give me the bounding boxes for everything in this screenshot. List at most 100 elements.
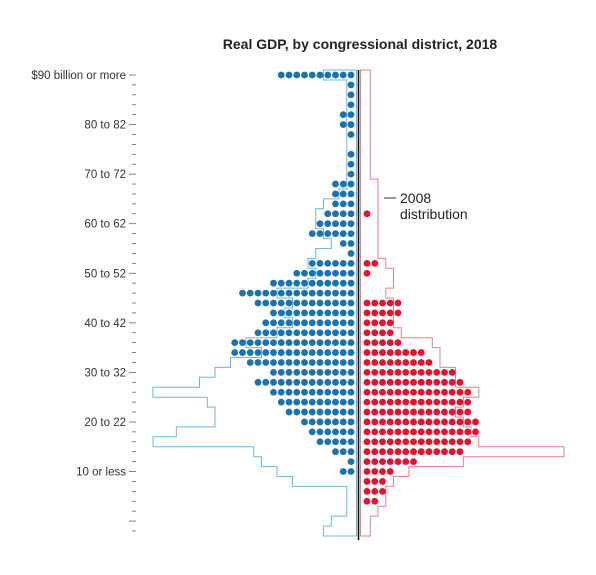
dot-right [402, 418, 410, 426]
dot-right [363, 408, 371, 416]
dot-left [301, 269, 308, 277]
dot-left [347, 111, 355, 119]
dot-left [231, 349, 239, 356]
dot-right [371, 438, 379, 446]
dot-left [339, 299, 347, 307]
dot-right [410, 349, 417, 356]
dot-left [246, 289, 254, 297]
dot-left [239, 339, 246, 347]
dot-right [379, 408, 386, 416]
dot-left [285, 368, 293, 376]
dot-left [270, 299, 277, 307]
dot-right [410, 378, 417, 386]
dot-left [277, 398, 285, 406]
dot-left [316, 269, 324, 277]
dot-left [285, 408, 293, 416]
dot-left [324, 378, 332, 386]
dot-right [379, 368, 386, 376]
dot-left [324, 220, 332, 228]
y-axis-tick-label: 50 to 52 [84, 268, 126, 280]
dot-left [301, 408, 308, 416]
dot-right [379, 398, 386, 406]
dot-left [347, 398, 355, 406]
dot-right [386, 339, 394, 347]
y-axis-tick-label: 80 to 82 [84, 120, 126, 132]
dot-left [339, 428, 347, 436]
dot-left [270, 368, 277, 376]
dot-left [270, 378, 277, 386]
dot-left [285, 349, 293, 356]
dot-left [301, 319, 308, 327]
dot-left [332, 408, 339, 416]
dot-right [417, 378, 425, 386]
dot-left [347, 160, 355, 168]
dot-right [402, 458, 410, 466]
dot-left [285, 359, 293, 366]
dot-right [394, 438, 402, 446]
dot-left [339, 269, 347, 277]
dot-right [394, 299, 402, 307]
dot-right [441, 438, 448, 446]
dot-left [347, 448, 355, 456]
dot-right [363, 319, 371, 327]
dot-left [308, 378, 316, 386]
dot-right [386, 329, 394, 337]
dot-right [379, 448, 386, 456]
dot-right [363, 329, 371, 337]
dot-left [316, 418, 324, 426]
dot-right [448, 438, 456, 446]
dot-right [448, 398, 456, 406]
dot-left [277, 359, 285, 366]
dot-left [324, 230, 332, 238]
dot-left [293, 269, 301, 277]
dot-right [371, 428, 379, 436]
dot-left [285, 378, 293, 386]
dot-right [394, 368, 402, 376]
dot-left [308, 339, 316, 347]
dot-left [347, 121, 355, 128]
dot-left [308, 428, 316, 436]
dot-left [347, 170, 355, 178]
dot-left [347, 71, 355, 79]
dot-right [394, 418, 402, 426]
dot-right [425, 378, 433, 386]
dot-left [339, 468, 347, 475]
y-axis-tick-label: 20 to 22 [84, 417, 126, 429]
dot-right [441, 448, 448, 456]
dot-right [379, 378, 386, 386]
dot-left [239, 289, 246, 297]
dot-right [371, 388, 379, 396]
dot-left [339, 121, 347, 128]
dot-right [386, 349, 394, 356]
dot-left [285, 309, 293, 317]
dot-left [277, 279, 285, 287]
dot-left [254, 289, 262, 297]
dot-right [456, 438, 464, 446]
dot-right [472, 428, 479, 436]
dot-left [332, 200, 339, 208]
dot-left [293, 368, 301, 376]
dot-right [394, 398, 402, 406]
dot-right [448, 408, 456, 416]
dot-right [441, 388, 448, 396]
dot-left [332, 418, 339, 426]
dot-left [332, 180, 339, 188]
dot-left [277, 309, 285, 317]
dot-right [410, 418, 417, 426]
dot-left [347, 408, 355, 416]
dot-left [316, 378, 324, 386]
dot-left [316, 329, 324, 337]
dot-right [425, 368, 433, 376]
dot-left [254, 349, 262, 356]
dot-left [301, 349, 308, 356]
dot-left [332, 339, 339, 347]
dot-left [277, 349, 285, 356]
dot-left [339, 289, 347, 297]
dot-left [316, 220, 324, 228]
dot-right [386, 299, 394, 307]
dot-left [262, 319, 270, 327]
outline-2008-right [360, 69, 565, 537]
dot-left [293, 388, 301, 396]
dot-left [339, 418, 347, 426]
dot-left [301, 299, 308, 307]
